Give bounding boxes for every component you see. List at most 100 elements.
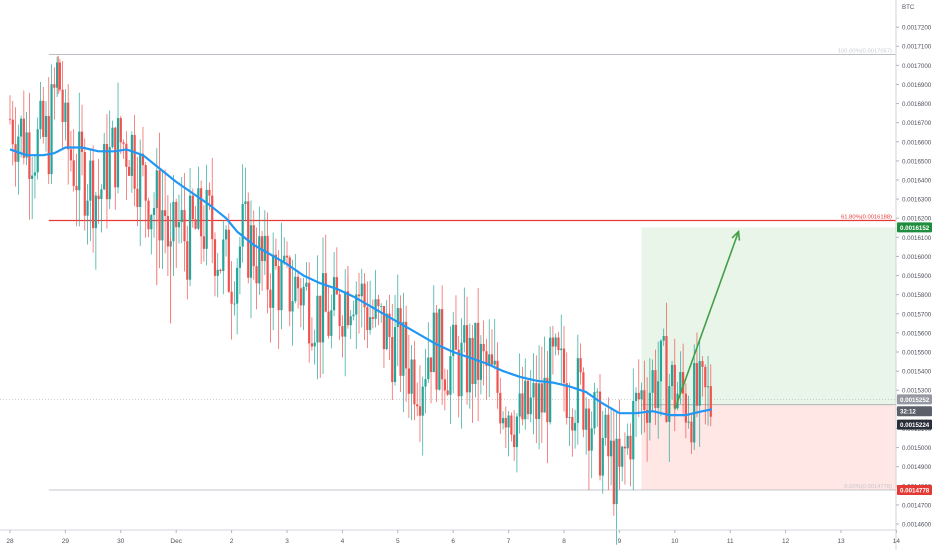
x-tick-label: 2: [230, 538, 234, 545]
candle-body: [222, 239, 225, 272]
candle-body: [598, 391, 602, 476]
candle: [659, 339, 663, 417]
candle-body: [8, 118, 12, 120]
price-badge-bg: [897, 484, 932, 495]
candle-body: [496, 360, 499, 393]
candle-body: [687, 421, 690, 423]
candle: [357, 272, 361, 334]
candle: [263, 210, 266, 276]
candle-body: [651, 370, 654, 393]
candle-body: [92, 160, 95, 229]
candle-body: [396, 308, 399, 328]
candle: [164, 169, 167, 254]
candle: [690, 412, 693, 454]
candle: [47, 77, 50, 185]
candle: [344, 269, 347, 377]
candle: [593, 382, 596, 435]
candle: [515, 413, 519, 473]
projection-arrow: [674, 229, 741, 410]
fib-label: 100.00%(0.0017057): [838, 48, 892, 54]
candle-body: [139, 153, 142, 207]
candle: [363, 273, 366, 341]
candle-body: [485, 351, 488, 366]
currency-label: BTC: [902, 4, 915, 11]
candle: [371, 299, 374, 329]
y-tick-label: 0.0016000: [902, 254, 932, 261]
candle: [526, 377, 530, 420]
candle-body: [105, 144, 109, 200]
candle-body: [130, 134, 133, 176]
candle: [410, 345, 413, 421]
candle: [416, 382, 419, 417]
candle-body: [504, 418, 507, 428]
candle: [596, 388, 599, 427]
candle: [482, 320, 485, 386]
candle: [524, 358, 527, 430]
candle: [485, 338, 488, 400]
candle-body: [67, 102, 70, 150]
candle-body: [341, 326, 344, 337]
candle: [355, 281, 358, 349]
candle: [429, 357, 433, 404]
loss-zone: [641, 404, 897, 490]
candle-body: [330, 310, 333, 336]
candle: [108, 110, 111, 209]
candle-body: [590, 428, 593, 451]
candle: [657, 341, 660, 439]
candle-body: [50, 84, 53, 175]
candle: [623, 432, 627, 485]
candle: [69, 130, 73, 172]
candle-body: [477, 322, 480, 380]
candle: [706, 355, 710, 426]
candle-body: [83, 152, 86, 216]
candle-body: [258, 236, 261, 284]
candle: [42, 86, 45, 144]
candle: [648, 358, 651, 441]
candle-body: [302, 286, 305, 306]
candle: [471, 324, 474, 423]
candle: [338, 289, 341, 340]
candle-body: [507, 415, 510, 428]
candle: [396, 274, 399, 367]
candle: [609, 407, 613, 486]
candle-body: [549, 337, 552, 423]
candle-body: [332, 277, 336, 311]
candle-body: [136, 188, 139, 207]
candle: [97, 158, 100, 224]
candle-body: [424, 379, 427, 387]
candle-body: [377, 299, 380, 307]
candle-body: [230, 291, 233, 304]
candle-body: [177, 222, 181, 228]
candle-body: [125, 143, 128, 167]
candle: [144, 161, 147, 238]
candle: [55, 56, 59, 98]
y-tick-label: 0.0014700: [902, 502, 932, 509]
candle: [407, 334, 410, 418]
candle-body: [357, 294, 361, 297]
x-tick-label: 9: [618, 538, 622, 545]
candle-body: [535, 383, 538, 419]
y-tick-label: 0.0015800: [902, 292, 932, 299]
candle-body: [344, 291, 347, 337]
candle-body: [435, 312, 438, 390]
candle-body: [460, 342, 463, 397]
candle-body: [665, 336, 668, 422]
candle-body: [44, 116, 48, 137]
candle: [233, 281, 236, 316]
candle: [518, 353, 521, 434]
candle: [269, 273, 272, 343]
position-zones: [0, 227, 897, 490]
candle-body: [579, 358, 582, 373]
candle-body: [172, 201, 175, 242]
candle-body: [111, 127, 114, 148]
candle: [382, 305, 386, 369]
y-tick-label: 0.0015500: [902, 350, 932, 357]
candle: [493, 319, 496, 370]
candle: [532, 353, 535, 435]
candle: [67, 84, 70, 185]
candle: [529, 370, 532, 423]
candle: [479, 335, 482, 395]
price-badge-text: 0.0015224: [900, 422, 930, 429]
y-tick-label: 0.0017100: [902, 44, 932, 51]
